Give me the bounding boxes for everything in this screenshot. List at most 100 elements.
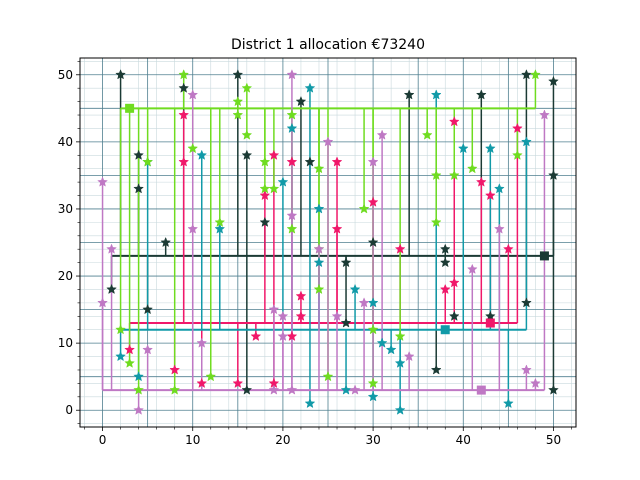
series-4-point	[322, 136, 334, 147]
series-4-point	[376, 129, 388, 140]
series-1-point	[196, 377, 208, 388]
series-1-point	[394, 243, 406, 254]
series-4-point	[403, 350, 415, 362]
series-4-point	[268, 303, 280, 315]
axes-frame	[79, 57, 577, 428]
series-3-point	[511, 149, 523, 160]
series-3-point	[124, 357, 135, 368]
series-3-point	[448, 169, 460, 180]
series-2-point	[196, 149, 208, 160]
series-3-point	[530, 69, 541, 80]
series-3-point	[232, 109, 244, 120]
series-1-point	[250, 330, 262, 342]
series-0-point	[259, 216, 271, 227]
series-2-point	[313, 256, 325, 268]
series-0-point	[548, 169, 559, 180]
series-2-point	[484, 142, 496, 154]
series-2-point	[313, 203, 325, 214]
series-2-point	[376, 337, 388, 348]
series-0-point	[430, 364, 442, 375]
series-2-point	[430, 89, 442, 100]
series-3-point	[268, 183, 280, 194]
series-1-hub-marker	[485, 318, 495, 328]
x-tick-label: 10	[185, 433, 200, 447]
series-0-point	[106, 283, 117, 295]
series-0-point	[448, 310, 460, 321]
series-4-point	[331, 310, 343, 321]
series-0-point	[439, 243, 451, 254]
series-0-point	[521, 297, 532, 308]
series-2-point	[493, 183, 505, 194]
series-4-point	[286, 209, 298, 221]
series-4-point	[313, 243, 325, 254]
series-2-point	[340, 384, 352, 395]
series-0-point	[475, 89, 487, 100]
series-4-point	[142, 344, 154, 355]
series-0-point	[133, 149, 145, 160]
series-4-point	[277, 310, 289, 321]
series-3-point	[313, 283, 325, 295]
series-4-point	[97, 297, 108, 308]
series-4-point	[187, 223, 199, 234]
series-0-point	[142, 303, 154, 315]
series-4-point	[466, 263, 478, 274]
series-3-point	[430, 216, 442, 227]
series-2-point	[394, 357, 406, 368]
series-3-point	[367, 377, 379, 388]
series-4-point	[133, 404, 145, 415]
y-tick-label: 40	[58, 135, 73, 149]
series-2-point	[502, 397, 514, 409]
series-0-point	[232, 69, 244, 80]
series-1-point	[232, 377, 244, 388]
y-tick-label: 0	[65, 403, 73, 417]
x-tick-label: 20	[275, 433, 290, 447]
series-4-point	[268, 384, 280, 395]
series-0-point	[340, 256, 352, 268]
series-1-point	[178, 109, 190, 120]
y-tick-label: 10	[58, 336, 73, 350]
series-1-point	[448, 277, 460, 288]
series-4-point	[106, 243, 117, 254]
series-3-point	[241, 129, 253, 140]
series-4-point	[358, 297, 370, 308]
series-3-point	[358, 203, 370, 214]
series-4-point	[187, 89, 199, 100]
series-2-point	[457, 142, 469, 154]
y-tick-label: 30	[58, 202, 73, 216]
series-0-point	[403, 89, 415, 100]
series-3-point	[142, 156, 154, 167]
series-1-point	[502, 243, 514, 254]
y-tick-label: 20	[58, 269, 73, 283]
series-3-point	[430, 169, 442, 180]
chart-title: District 1 allocation €73240	[231, 37, 425, 53]
series-3-point	[241, 82, 253, 93]
series-2-point	[133, 371, 145, 382]
series-2-point	[349, 283, 361, 295]
series-0-point	[548, 75, 559, 87]
series-0-point	[367, 236, 379, 248]
x-tick-label: 40	[456, 433, 471, 447]
series-3-point	[214, 216, 226, 227]
series-1-point	[295, 290, 307, 301]
series-3-hub-marker	[125, 103, 135, 113]
series-3-point	[205, 371, 217, 382]
series-3-point	[313, 163, 325, 174]
plot-layer	[97, 69, 559, 415]
series-4-point	[493, 223, 505, 234]
series-3-point	[466, 163, 478, 174]
axes-layer: 0 10 20 30 40 50 0 10 20 30 40 50	[58, 57, 577, 447]
series-1-point	[295, 310, 307, 321]
series-2-point	[286, 122, 298, 134]
series-4-point	[286, 69, 298, 80]
series-3-point	[169, 384, 181, 395]
series-2-point	[304, 82, 316, 93]
series-0-point	[340, 317, 352, 328]
series-2-hub-marker	[440, 325, 450, 335]
series-2-point	[304, 397, 316, 409]
series-1-point	[484, 189, 496, 201]
series-1-point	[367, 196, 379, 207]
series-1-point	[331, 156, 343, 167]
